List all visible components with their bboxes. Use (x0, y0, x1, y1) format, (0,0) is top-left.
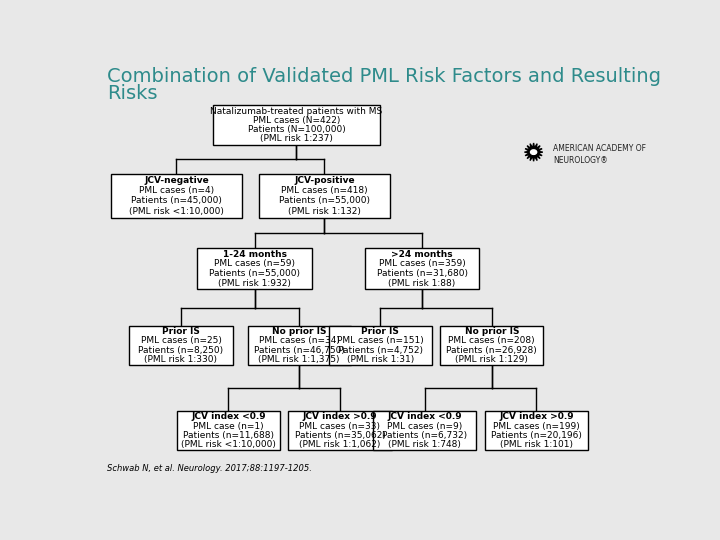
Text: (PML risk <1:10,000): (PML risk <1:10,000) (181, 440, 276, 449)
Text: Patients (n=55,000): Patients (n=55,000) (209, 269, 300, 278)
FancyBboxPatch shape (365, 248, 480, 289)
Text: (PML risk 1:88): (PML risk 1:88) (388, 279, 456, 287)
Text: Patients (n=8,250): Patients (n=8,250) (138, 346, 223, 355)
Text: (PML risk 1:237): (PML risk 1:237) (260, 134, 333, 144)
Text: Patients (n=55,000): Patients (n=55,000) (279, 197, 370, 205)
Text: No prior IS: No prior IS (272, 327, 326, 336)
Text: Schwab N, et al. Neurology. 2017;88:1197-1205.: Schwab N, et al. Neurology. 2017;88:1197… (107, 464, 312, 473)
Text: Patients (n=45,000): Patients (n=45,000) (131, 197, 222, 205)
FancyBboxPatch shape (373, 411, 477, 450)
Text: PML cases (n=9): PML cases (n=9) (387, 422, 462, 430)
FancyBboxPatch shape (248, 326, 351, 365)
FancyBboxPatch shape (258, 174, 390, 218)
Text: PML cases (n=359): PML cases (n=359) (379, 259, 465, 268)
FancyBboxPatch shape (328, 326, 432, 365)
Text: (PML risk 1:129): (PML risk 1:129) (455, 355, 528, 364)
Text: (PML risk 1:31): (PML risk 1:31) (346, 355, 414, 364)
Text: Combination of Validated PML Risk Factors and Resulting: Combination of Validated PML Risk Factor… (107, 67, 661, 86)
FancyBboxPatch shape (130, 326, 233, 365)
Text: PML cases (n=4): PML cases (n=4) (139, 186, 214, 195)
Text: (PML risk <1:10,000): (PML risk <1:10,000) (129, 206, 224, 215)
Text: 1-24 months: 1-24 months (222, 249, 287, 259)
Circle shape (531, 150, 536, 154)
FancyBboxPatch shape (197, 248, 312, 289)
FancyBboxPatch shape (440, 326, 544, 365)
Text: (PML risk 1:132): (PML risk 1:132) (288, 206, 361, 215)
Text: Natalizumab-treated patients with MS: Natalizumab-treated patients with MS (210, 107, 382, 116)
Text: PML cases (N=422): PML cases (N=422) (253, 116, 340, 125)
Text: PML cases (n=151): PML cases (n=151) (337, 336, 423, 346)
Text: PML cases (n=25): PML cases (n=25) (140, 336, 221, 346)
Text: Prior IS: Prior IS (162, 327, 200, 336)
Text: PML cases (n=34): PML cases (n=34) (258, 336, 340, 346)
Polygon shape (524, 143, 543, 161)
Text: (PML risk 1:330): (PML risk 1:330) (145, 355, 217, 364)
Text: Patients (n=35,062): Patients (n=35,062) (294, 431, 385, 440)
Text: (PML risk 1:932): (PML risk 1:932) (218, 279, 291, 287)
FancyBboxPatch shape (485, 411, 588, 450)
Text: JCV index >0.9: JCV index >0.9 (499, 413, 574, 421)
Text: PML cases (n=418): PML cases (n=418) (281, 186, 368, 195)
Text: PML cases (n=208): PML cases (n=208) (449, 336, 535, 346)
Text: JCV index <0.9: JCV index <0.9 (191, 413, 266, 421)
Text: (PML risk 1:748): (PML risk 1:748) (388, 440, 462, 449)
FancyBboxPatch shape (213, 105, 380, 145)
Text: Patients (n=26,928): Patients (n=26,928) (446, 346, 537, 355)
Text: PML cases (n=59): PML cases (n=59) (214, 259, 295, 268)
Text: PML case (n=1): PML case (n=1) (193, 422, 264, 430)
Text: (PML risk 1:1,375): (PML risk 1:1,375) (258, 355, 340, 364)
FancyBboxPatch shape (177, 411, 280, 450)
Text: >24 months: >24 months (391, 249, 453, 259)
Text: Patients (n=11,688): Patients (n=11,688) (183, 431, 274, 440)
Text: Patients (n=4,752): Patients (n=4,752) (338, 346, 423, 355)
Text: Patients (n=6,732): Patients (n=6,732) (382, 431, 467, 440)
Text: (PML risk 1:1,062): (PML risk 1:1,062) (300, 440, 381, 449)
Text: Patients (n=31,680): Patients (n=31,680) (377, 269, 467, 278)
Text: PML cases (n=199): PML cases (n=199) (493, 422, 580, 430)
Text: JCV-negative: JCV-negative (144, 176, 209, 185)
FancyBboxPatch shape (289, 411, 392, 450)
Text: JCV index <0.9: JCV index <0.9 (387, 413, 462, 421)
Text: JCV index >0.9: JCV index >0.9 (302, 413, 377, 421)
Text: (PML risk 1:101): (PML risk 1:101) (500, 440, 573, 449)
Text: Patients (N=100,000): Patients (N=100,000) (248, 125, 346, 134)
Text: Risks: Risks (107, 84, 157, 103)
Text: Patients (n=20,196): Patients (n=20,196) (491, 431, 582, 440)
Text: AMERICAN ACADEMY OF
NEUROLOGY®: AMERICAN ACADEMY OF NEUROLOGY® (553, 144, 646, 165)
Text: Prior IS: Prior IS (361, 327, 399, 336)
Text: PML cases (n=33): PML cases (n=33) (300, 422, 380, 430)
Text: JCV-positive: JCV-positive (294, 176, 355, 185)
Text: Patients (n=46,750): Patients (n=46,750) (254, 346, 345, 355)
FancyBboxPatch shape (111, 174, 242, 218)
Text: No prior IS: No prior IS (464, 327, 519, 336)
